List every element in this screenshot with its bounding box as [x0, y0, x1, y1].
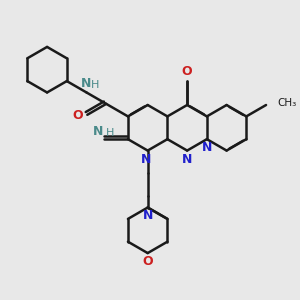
- Text: N: N: [141, 153, 152, 166]
- Text: N: N: [81, 77, 92, 90]
- Text: O: O: [142, 255, 153, 268]
- Text: N: N: [202, 141, 212, 154]
- Text: O: O: [182, 65, 192, 79]
- Text: N: N: [182, 153, 192, 166]
- Text: H: H: [106, 128, 114, 138]
- Text: N: N: [142, 209, 153, 222]
- Text: CH₃: CH₃: [278, 98, 297, 108]
- Text: H: H: [91, 80, 99, 89]
- Text: N: N: [93, 125, 103, 138]
- Text: O: O: [73, 109, 83, 122]
